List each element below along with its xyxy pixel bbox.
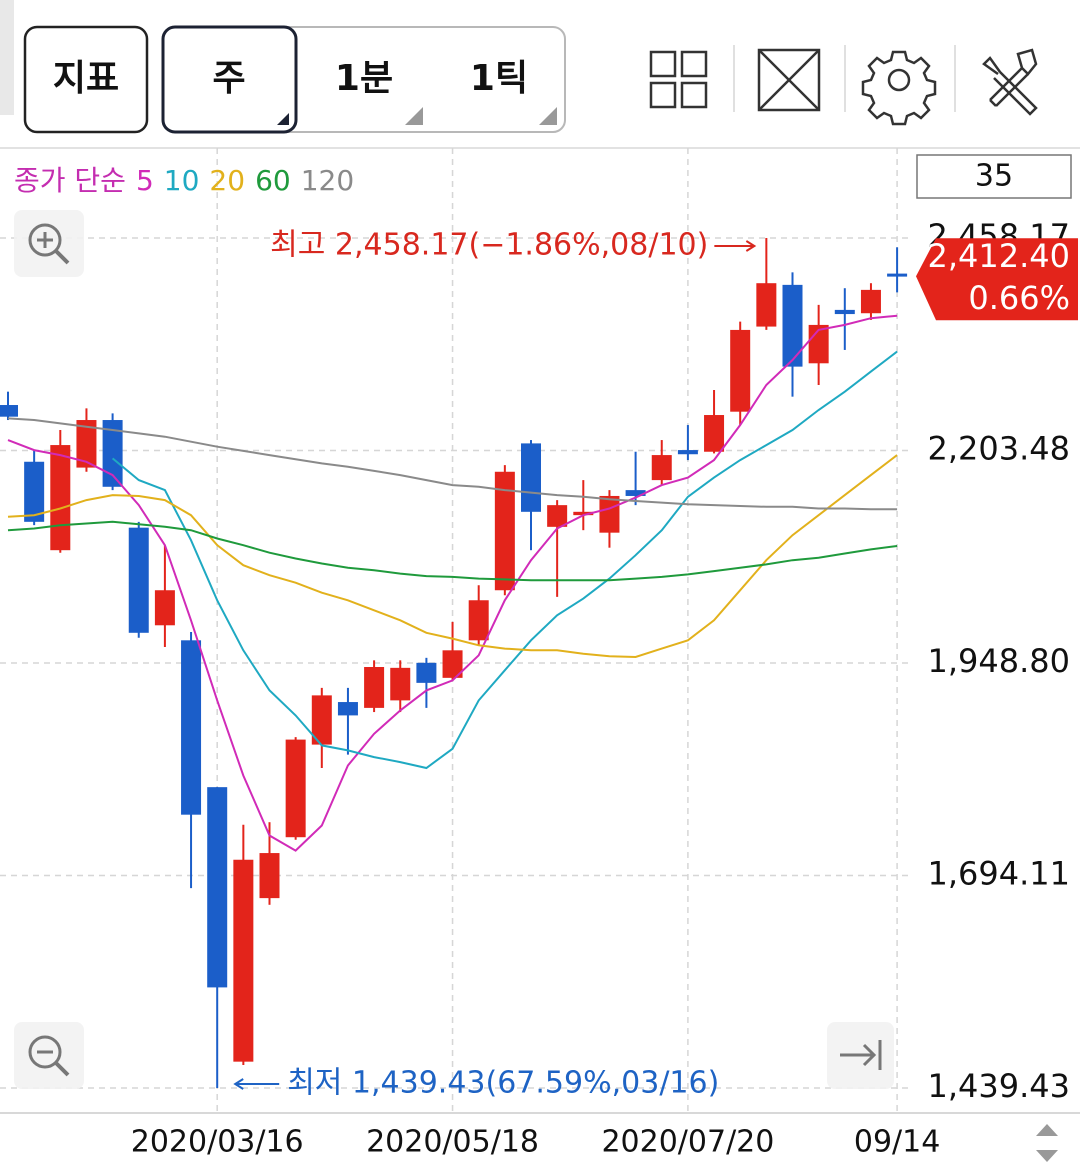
jump-latest-button[interactable]: [827, 1022, 894, 1089]
annotation-arrowhead: [233, 1078, 244, 1090]
candle-body: [887, 273, 908, 277]
annotation-arrowhead: [745, 240, 757, 252]
legend-title: 종가 단순: [14, 164, 126, 197]
candle-body: [364, 667, 385, 708]
candle-body: [834, 309, 855, 315]
ma-line: [7, 454, 898, 659]
legend-entry: 20: [209, 164, 245, 197]
candle-body: [756, 283, 777, 327]
edge-tab: [0, 0, 14, 115]
candle-body: [0, 405, 18, 417]
candle-body: [468, 600, 489, 641]
count-box[interactable]: [916, 154, 1072, 199]
dropdown-corner: [405, 107, 423, 125]
candle-body: [233, 859, 254, 1062]
y-tick-label: 1,694.11: [928, 855, 1071, 893]
candle-body: [494, 471, 515, 591]
candle-body: [860, 289, 881, 314]
legend-entry: 120: [301, 164, 354, 197]
period-label: 주: [212, 58, 245, 99]
candle-body: [50, 445, 71, 551]
y-tick-label: 1,948.80: [928, 642, 1071, 680]
fullscreen-icon[interactable]: [757, 48, 821, 112]
low-annotation: 최저 1,439.43(67.59%,03/16): [287, 1066, 719, 1101]
candle-body: [521, 443, 541, 512]
candle-body: [24, 461, 45, 522]
settings-icon[interactable]: [861, 50, 937, 126]
candle-body: [311, 695, 332, 745]
legend-entry: 5: [136, 164, 154, 197]
indicator-button[interactable]: [23, 25, 149, 134]
high-annotation: 최고 2,458.17(−1.86%,08/10): [270, 228, 708, 263]
candle-body: [677, 450, 698, 455]
candle-body: [782, 284, 803, 367]
y-tick-label: 2,203.48: [928, 430, 1071, 468]
y-tick-label: 1,439.43: [928, 1067, 1071, 1105]
scroll-arrows[interactable]: [1036, 1124, 1058, 1162]
candle-body: [416, 662, 437, 683]
candle-body: [651, 455, 672, 481]
ma-line: [111, 350, 898, 770]
x-tick-label: 2020/03/16: [131, 1125, 304, 1160]
candle-body: [337, 702, 358, 716]
ma-line: [7, 314, 898, 852]
dropdown-corner: [539, 107, 557, 125]
candle-body: [259, 853, 280, 899]
zoom-out-button[interactable]: [14, 1022, 84, 1089]
candle-body: [730, 329, 751, 412]
legend-entry: 60: [255, 164, 291, 197]
dropdown-corner: [277, 113, 289, 125]
ma-line: [7, 520, 898, 582]
indicator-label: 지표: [53, 58, 119, 99]
candle-body: [573, 511, 594, 516]
candle-body: [128, 527, 149, 633]
candle-body: [442, 650, 463, 678]
x-axis-strip: [0, 1113, 1080, 1174]
candle-body: [154, 590, 175, 626]
x-tick-label: 2020/07/20: [601, 1125, 774, 1160]
candle-body: [285, 739, 306, 838]
candle-body: [625, 490, 646, 496]
candle-body: [102, 420, 123, 487]
ma-line: [7, 417, 898, 511]
x-tick-label: 2020/05/18: [366, 1125, 539, 1160]
x-tick-label: 09/14: [854, 1125, 940, 1160]
tools-icon[interactable]: [982, 48, 1038, 116]
zoom-in-button[interactable]: [14, 210, 84, 277]
period-button-selected[interactable]: [161, 25, 298, 134]
candle-body: [547, 505, 568, 527]
legend-entry: 10: [164, 164, 200, 197]
change-label: 0.66%: [968, 279, 1070, 317]
candle-body: [207, 787, 228, 988]
candle-body: [390, 667, 411, 701]
candle-body: [599, 495, 620, 533]
count-label: 35: [975, 159, 1013, 194]
layout-icon[interactable]: [649, 50, 708, 109]
candle-body: [704, 415, 725, 452]
price-badge: [916, 238, 1078, 321]
candle-body: [76, 420, 97, 468]
price-label: 2,412.40: [928, 237, 1071, 275]
period-label: 1틱: [470, 58, 528, 99]
candle-body: [181, 640, 202, 815]
period-label: 1분: [335, 58, 393, 99]
plot-area: [0, 148, 910, 1113]
overlay: 1,439.431,694.111,948.802,203.482,458.17…: [14, 164, 1078, 1160]
